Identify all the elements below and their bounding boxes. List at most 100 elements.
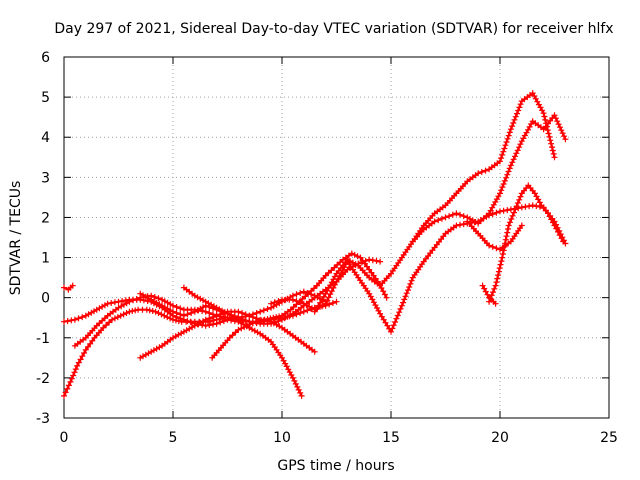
- data-point: [305, 290, 312, 297]
- data-point: [170, 316, 176, 323]
- data-point: [115, 298, 122, 305]
- data-point: [326, 301, 333, 308]
- data-point: [151, 294, 158, 300]
- data-point: [228, 312, 235, 318]
- data-point: [400, 299, 407, 306]
- data-point: [377, 258, 384, 265]
- data-point: [172, 317, 179, 324]
- series-track-8: [268, 202, 569, 335]
- chart-title: Day 297 of 2021, Sidereal Day-to-day VTE…: [54, 21, 613, 37]
- series-track-12: [486, 182, 567, 305]
- data-point: [505, 226, 511, 232]
- data-point: [71, 369, 78, 376]
- data-point: [453, 210, 460, 217]
- data-point: [475, 170, 482, 177]
- data-point: [478, 169, 485, 175]
- data-point: [540, 110, 547, 117]
- data-point: [431, 218, 438, 225]
- data-point: [271, 319, 278, 326]
- data-point: [482, 288, 489, 295]
- data-point: [446, 213, 453, 220]
- y-tick-label: 3: [41, 170, 50, 186]
- data-point: [231, 313, 238, 320]
- data-point: [383, 294, 390, 301]
- data-point: [506, 165, 513, 172]
- data-point: [501, 177, 508, 184]
- data-point: [170, 308, 176, 315]
- data-point: [486, 242, 493, 249]
- data-point: [106, 319, 113, 326]
- data-point: [224, 310, 231, 317]
- data-point: [509, 212, 516, 219]
- data-point: [68, 317, 75, 324]
- data-point: [77, 356, 84, 363]
- data-point: [500, 207, 507, 214]
- data-point: [498, 187, 505, 194]
- x-tick-label: 0: [60, 430, 69, 446]
- data-point: [526, 203, 533, 210]
- data-point: [518, 204, 525, 211]
- data-point: [298, 392, 305, 399]
- data-point: [297, 299, 304, 306]
- y-tick-labels: -3 -2 -1 0 1 2 3 4 5 6: [36, 50, 50, 427]
- data-point: [438, 215, 445, 222]
- data-point: [202, 308, 209, 315]
- data-point: [75, 359, 82, 366]
- data-point: [293, 298, 300, 304]
- data-point: [206, 310, 213, 316]
- data-point: [264, 316, 271, 323]
- x-tick-label: 15: [382, 430, 400, 446]
- data-point: [497, 190, 503, 197]
- data-point: [249, 311, 256, 318]
- data-point: [401, 296, 408, 303]
- data-point: [108, 300, 115, 306]
- data-point: [247, 321, 253, 328]
- data-point: [500, 247, 507, 254]
- data-point: [268, 320, 275, 327]
- data-point: [542, 116, 549, 123]
- data-point: [502, 142, 509, 149]
- data-point: [61, 392, 67, 399]
- data-point: [498, 155, 505, 162]
- data-point: [246, 312, 253, 319]
- data-point: [552, 115, 559, 122]
- data-point: [117, 312, 124, 319]
- data-point: [498, 258, 505, 265]
- data-point: [173, 310, 180, 316]
- data-point: [557, 124, 563, 131]
- data-point: [152, 308, 159, 315]
- data-point: [506, 129, 513, 136]
- data-point: [510, 120, 517, 126]
- data-point: [70, 372, 77, 379]
- data-point: [322, 300, 329, 307]
- data-point: [546, 133, 553, 140]
- data-point: [104, 300, 111, 307]
- data-point: [297, 310, 304, 316]
- data-point: [331, 264, 338, 271]
- data-point: [496, 265, 503, 272]
- y-tick-label: -2: [36, 371, 50, 387]
- data-point: [554, 118, 561, 125]
- series-track-14: [61, 282, 76, 293]
- data-point: [217, 319, 224, 326]
- data-point: [257, 308, 264, 315]
- data-point: [158, 311, 165, 318]
- data-point: [460, 213, 467, 220]
- data-point: [517, 101, 524, 108]
- data-point: [393, 315, 400, 322]
- data-point: [491, 285, 498, 292]
- data-point: [507, 162, 514, 169]
- data-point: [408, 277, 415, 284]
- data-point: [517, 193, 524, 200]
- data-point: [64, 385, 71, 392]
- data-point: [300, 308, 307, 315]
- data-point: [299, 296, 306, 302]
- data-point: [518, 222, 525, 229]
- data-point: [548, 140, 555, 147]
- data-point: [173, 304, 180, 310]
- data-point: [549, 147, 556, 154]
- data-point: [293, 291, 300, 298]
- data-point: [65, 382, 72, 389]
- data-point: [509, 123, 516, 130]
- data-point: [61, 284, 67, 291]
